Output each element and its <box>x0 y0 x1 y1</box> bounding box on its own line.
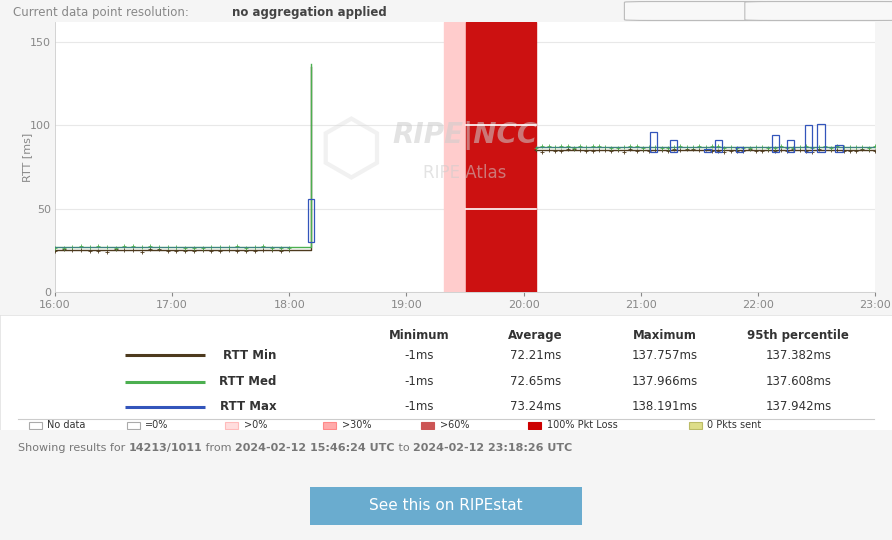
Bar <box>670 140 677 152</box>
Bar <box>805 125 812 152</box>
Text: -1ms: -1ms <box>404 401 434 414</box>
Bar <box>421 422 434 429</box>
Text: No data: No data <box>47 420 86 430</box>
Bar <box>714 140 722 152</box>
Text: Current data point resolution:: Current data point resolution: <box>13 5 193 18</box>
Text: 73.24ms: 73.24ms <box>509 401 561 414</box>
Bar <box>127 422 140 429</box>
Text: See this on RIPEstat: See this on RIPEstat <box>369 498 523 514</box>
Text: Average: Average <box>508 329 563 342</box>
Text: Maximum: Maximum <box>632 329 697 342</box>
Text: 2024-02-12 15:46:24 UTC: 2024-02-12 15:46:24 UTC <box>235 443 395 453</box>
FancyBboxPatch shape <box>624 2 785 21</box>
Text: 137.608ms: 137.608ms <box>765 375 831 388</box>
Bar <box>787 140 794 152</box>
Text: 137.382ms: 137.382ms <box>765 349 831 362</box>
Bar <box>772 136 780 152</box>
Bar <box>736 147 743 152</box>
Text: 0 Pkts sent: 0 Pkts sent <box>707 420 762 430</box>
Bar <box>835 145 843 152</box>
Text: ⬡: ⬡ <box>317 114 384 188</box>
Text: 2024-02-12 23:18:26 UTC: 2024-02-12 23:18:26 UTC <box>413 443 572 453</box>
FancyBboxPatch shape <box>745 2 892 21</box>
Bar <box>817 124 824 152</box>
Bar <box>466 22 536 292</box>
Text: 14213/1011: 14213/1011 <box>128 443 202 453</box>
Bar <box>309 199 314 242</box>
Text: 137.757ms: 137.757ms <box>632 349 698 362</box>
Text: 137.942ms: 137.942ms <box>765 401 831 414</box>
Text: 137.966ms: 137.966ms <box>632 375 698 388</box>
Text: =0%: =0% <box>145 420 169 430</box>
Text: no aggregation applied: no aggregation applied <box>232 5 386 18</box>
Text: ⤓ download: ⤓ download <box>797 6 853 16</box>
Text: RIPE|NCC: RIPE|NCC <box>392 121 538 150</box>
Text: RIPE Atlas: RIPE Atlas <box>424 164 507 182</box>
Text: ⌕ zoom out: ⌕ zoom out <box>678 6 731 16</box>
Bar <box>29 422 42 429</box>
Y-axis label: RTT [ms]: RTT [ms] <box>22 132 32 181</box>
Text: -1ms: -1ms <box>404 349 434 362</box>
Text: >60%: >60% <box>440 420 469 430</box>
Text: 72.21ms: 72.21ms <box>509 349 561 362</box>
Text: 138.191ms: 138.191ms <box>632 401 698 414</box>
Bar <box>649 132 657 152</box>
Text: RTT Max: RTT Max <box>220 401 277 414</box>
Text: RTT Med: RTT Med <box>219 375 277 388</box>
Text: from: from <box>202 443 235 453</box>
Text: Minimum: Minimum <box>389 329 450 342</box>
Bar <box>704 148 711 152</box>
Text: to: to <box>395 443 413 453</box>
Bar <box>444 22 466 292</box>
Text: >30%: >30% <box>342 420 371 430</box>
Text: 100% Pkt Loss: 100% Pkt Loss <box>547 420 617 430</box>
Bar <box>225 422 238 429</box>
Text: 72.65ms: 72.65ms <box>509 375 561 388</box>
Text: Showing results for: Showing results for <box>18 443 128 453</box>
Text: RTT Min: RTT Min <box>223 349 277 362</box>
Text: -1ms: -1ms <box>404 375 434 388</box>
Text: >0%: >0% <box>244 420 267 430</box>
Text: 95th percentile: 95th percentile <box>747 329 849 342</box>
Bar <box>323 422 336 429</box>
Bar <box>689 422 702 429</box>
Bar <box>528 422 541 429</box>
